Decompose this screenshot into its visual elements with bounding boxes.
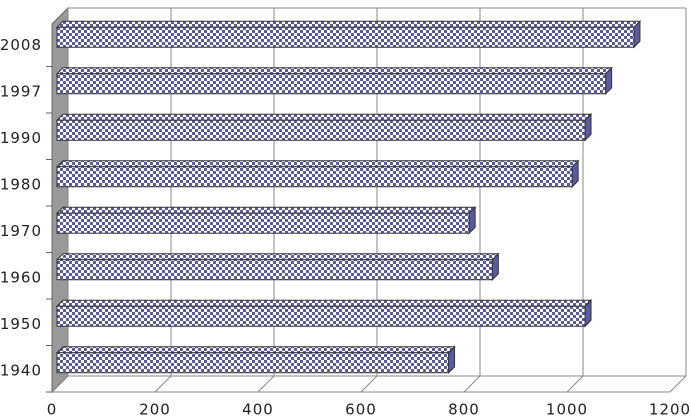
- bar-top: [55, 67, 613, 75]
- bar: [55, 299, 593, 328]
- bar-front: [56, 73, 607, 95]
- side-wall: [51, 6, 69, 394]
- floor-grid-line: [566, 375, 584, 393]
- bar-top: [55, 253, 500, 261]
- bar-top: [55, 113, 593, 121]
- bar-front: [56, 166, 573, 188]
- y-tick-label: 1960: [0, 268, 42, 286]
- x-tick-label: 1200: [649, 401, 691, 419]
- y-tick-label: 2008: [0, 36, 42, 54]
- floor-grid-line: [257, 375, 275, 393]
- bar-top: [55, 299, 593, 307]
- bar-front: [56, 352, 450, 374]
- x-tick-label: 0: [47, 401, 58, 419]
- floor-grid-line: [669, 375, 687, 393]
- bar-top: [55, 346, 456, 354]
- floor-grid-line: [51, 375, 69, 393]
- x-tick-label: 200: [139, 401, 171, 419]
- x-tick-label: 1000: [546, 401, 588, 419]
- bar: [55, 345, 456, 374]
- bar-top: [55, 20, 642, 28]
- bar-top: [55, 206, 477, 214]
- x-tick-label: 400: [242, 401, 274, 419]
- bar-front: [56, 305, 586, 327]
- y-tick-label: 1950: [0, 315, 42, 333]
- bar-front: [56, 26, 635, 48]
- x-tick-label: 800: [448, 401, 480, 419]
- bar-top: [55, 160, 580, 168]
- y-tick-label: 1970: [0, 222, 42, 240]
- floor-grid-line: [463, 375, 481, 393]
- bar-front: [56, 212, 470, 234]
- x-tick-label: 600: [345, 401, 377, 419]
- y-tick-label: 1940: [0, 361, 42, 379]
- y-tick-label: 1997: [0, 82, 42, 100]
- floor-grid-line: [360, 375, 378, 393]
- bar-front: [56, 259, 493, 281]
- bar: [55, 252, 500, 281]
- bar: [55, 20, 642, 49]
- bar: [55, 113, 593, 142]
- y-tick-label: 1980: [0, 175, 42, 193]
- floor-grid-line: [154, 375, 172, 393]
- bar: [55, 159, 580, 188]
- bar-front: [56, 119, 586, 141]
- y-tick-label: 1990: [0, 129, 42, 147]
- bar: [55, 66, 613, 95]
- bar: [55, 206, 477, 235]
